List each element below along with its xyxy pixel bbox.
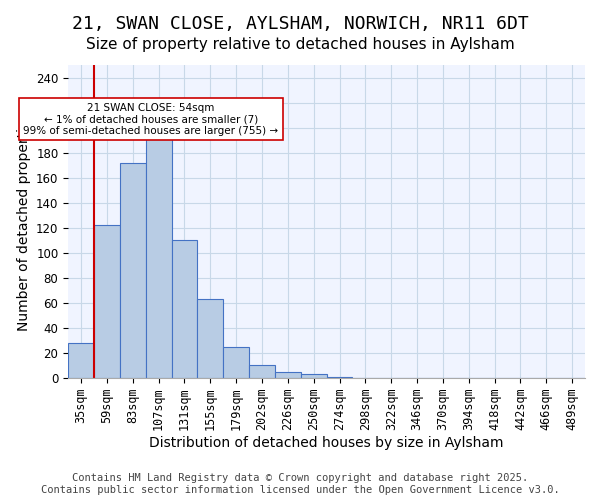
Bar <box>275 372 301 378</box>
Bar <box>301 374 326 378</box>
Text: 21 SWAN CLOSE: 54sqm
← 1% of detached houses are smaller (7)
99% of semi-detache: 21 SWAN CLOSE: 54sqm ← 1% of detached ho… <box>23 102 278 136</box>
Bar <box>120 162 146 378</box>
Bar <box>197 299 223 378</box>
Text: 21, SWAN CLOSE, AYLSHAM, NORWICH, NR11 6DT: 21, SWAN CLOSE, AYLSHAM, NORWICH, NR11 6… <box>71 15 529 33</box>
Y-axis label: Number of detached properties: Number of detached properties <box>17 112 31 331</box>
Bar <box>249 366 275 378</box>
Text: Size of property relative to detached houses in Aylsham: Size of property relative to detached ho… <box>86 38 514 52</box>
X-axis label: Distribution of detached houses by size in Aylsham: Distribution of detached houses by size … <box>149 436 504 450</box>
Bar <box>146 128 172 378</box>
Bar <box>94 225 120 378</box>
Bar <box>172 240 197 378</box>
Bar <box>68 343 94 378</box>
Text: Contains HM Land Registry data © Crown copyright and database right 2025.
Contai: Contains HM Land Registry data © Crown c… <box>41 474 559 495</box>
Bar <box>326 376 352 378</box>
Bar <box>223 346 249 378</box>
